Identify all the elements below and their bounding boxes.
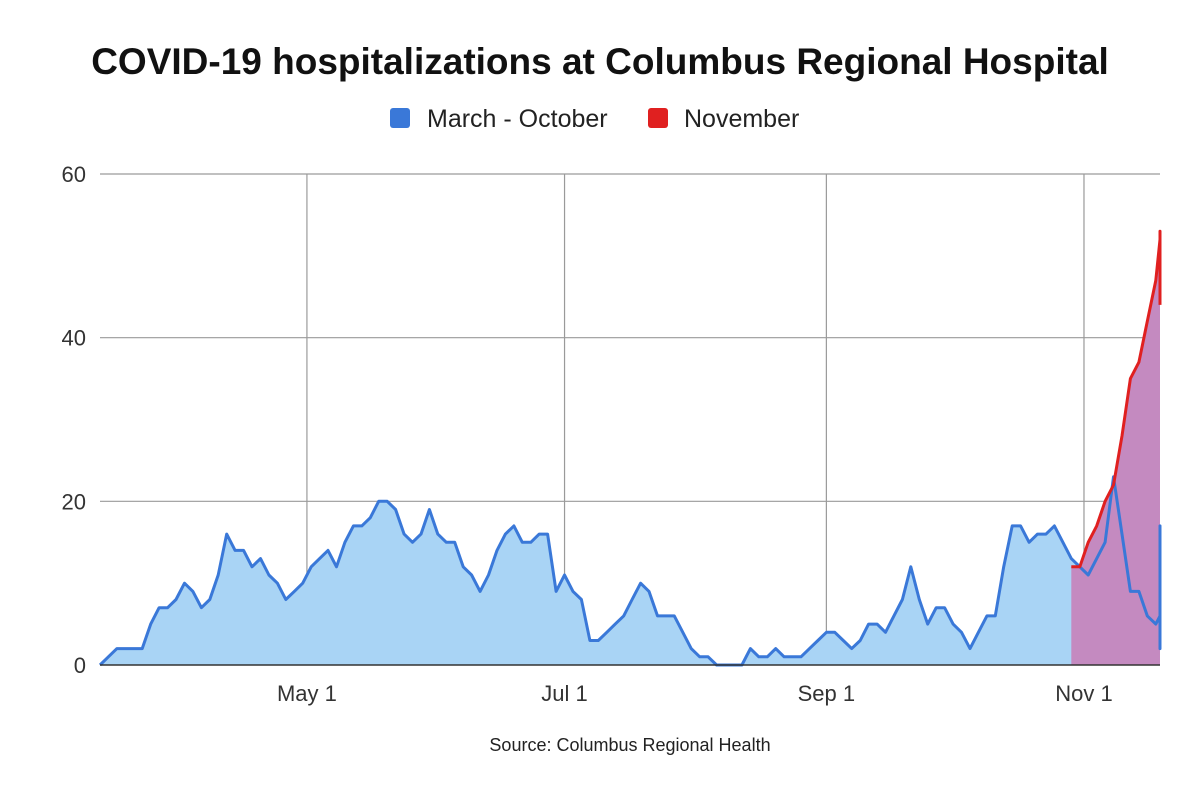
x-axis-ticks: May 1 Jul 1 Sep 1 Nov 1 xyxy=(277,681,1113,706)
gridlines xyxy=(100,173,1160,665)
y-tick-label: 40 xyxy=(62,326,86,351)
source-note: Source: Columbus Regional Health xyxy=(489,735,770,755)
area-november xyxy=(1071,231,1160,666)
legend-label-november: November xyxy=(684,105,799,133)
series-areas xyxy=(100,231,1160,666)
y-tick-label: 0 xyxy=(74,653,86,678)
x-tick-label: Nov 1 xyxy=(1055,681,1112,706)
y-tick-label: 20 xyxy=(62,489,86,514)
legend-label-march-october: March - October xyxy=(427,105,608,133)
chart-title: COVID-19 hospitalizations at Columbus Re… xyxy=(91,41,1109,82)
y-axis-ticks: 0 20 40 60 xyxy=(62,162,86,678)
line-november xyxy=(1071,229,1162,569)
x-tick-label: May 1 xyxy=(277,681,337,706)
legend-swatch-march-october xyxy=(390,108,410,128)
legend-swatch-november xyxy=(648,108,668,128)
y-tick-label: 60 xyxy=(62,162,86,187)
x-tick-label: Sep 1 xyxy=(798,681,856,706)
legend: March - October November xyxy=(390,105,799,133)
x-tick-label: Jul 1 xyxy=(541,681,587,706)
area-march-october xyxy=(100,476,1160,665)
